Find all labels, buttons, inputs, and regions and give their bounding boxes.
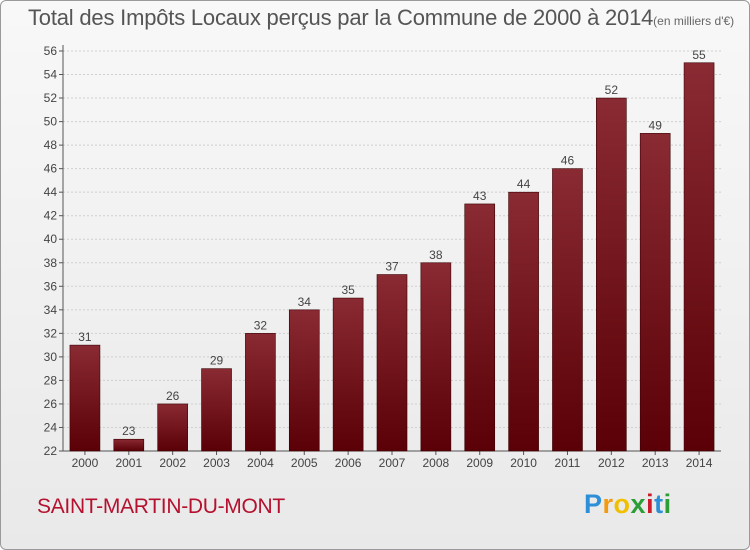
x-tick-label-2009: 2009 [466, 456, 493, 470]
data-label-2010: 44 [517, 177, 531, 191]
logo-letter: x [630, 489, 647, 519]
bar-2000 [69, 344, 101, 452]
data-label-2008: 38 [429, 248, 443, 262]
bar-2003 [201, 368, 232, 452]
bar-2006 [332, 297, 364, 452]
bar-2005 [288, 309, 320, 452]
y-tick-label: 56 [44, 44, 58, 58]
data-label-2001: 23 [122, 424, 136, 438]
x-tick-label-2007: 2007 [379, 456, 406, 470]
logo-letter: t [654, 489, 664, 519]
y-tick-label: 46 [44, 162, 58, 176]
commune-name: SAINT-MARTIN-DU-MONT [37, 495, 285, 518]
y-tick-label: 44 [44, 185, 58, 199]
bar-2009 [464, 203, 496, 452]
y-tick-label: 36 [44, 279, 58, 293]
chart-title-row: Total des Impôts Locaux perçus par la Co… [28, 5, 734, 31]
y-tick-label: 24 [44, 420, 58, 434]
x-tick-label-2010: 2010 [510, 456, 537, 470]
y-tick-label: 42 [44, 209, 58, 223]
x-tick-label-2008: 2008 [423, 456, 450, 470]
x-tick-label-2011: 2011 [555, 456, 581, 470]
y-tick-label: 22 [44, 444, 58, 458]
bar-2012 [596, 97, 627, 452]
x-tick-label-2002: 2002 [159, 456, 186, 470]
bar-2013 [639, 133, 671, 452]
data-label-2011: 46 [561, 154, 575, 168]
data-label-2003: 29 [210, 354, 224, 368]
y-tick-label: 54 [44, 68, 58, 82]
data-label-2002: 26 [166, 389, 180, 403]
logo-letter: i [646, 489, 655, 519]
data-label-2012: 52 [605, 83, 619, 97]
y-tick-label: 32 [44, 326, 58, 340]
bar-2004 [245, 333, 276, 452]
logo-letter: o [613, 489, 631, 519]
bars [69, 62, 715, 452]
x-tick-label-2012: 2012 [598, 456, 625, 470]
x-tick-label-2014: 2014 [686, 456, 713, 470]
x-tick-label-2006: 2006 [335, 456, 362, 470]
y-tick-label: 52 [44, 91, 58, 105]
bar-2001 [113, 438, 145, 452]
bar-2007 [376, 274, 408, 452]
x-tick-label-2004: 2004 [247, 456, 274, 470]
bar-2014 [683, 62, 715, 452]
data-label-2013: 49 [649, 118, 663, 132]
chart-unit: (en milliers d'€) [653, 14, 735, 28]
data-label-2007: 37 [385, 260, 399, 274]
data-label-2006: 35 [341, 283, 355, 297]
logo-letter: r [602, 489, 614, 519]
bar-2011 [552, 168, 583, 452]
data-label-2009: 43 [473, 189, 487, 203]
x-tick-label-2003: 2003 [203, 456, 230, 470]
data-label-2004: 32 [254, 318, 268, 332]
labels: 22 24 26 28 30 32 34 36 38 40 42 44 46 48 50 52 54 56 31 20… [44, 44, 713, 470]
y-tick-label: 50 [44, 115, 58, 129]
data-label-2005: 34 [298, 295, 312, 309]
y-tick-label: 48 [44, 138, 58, 152]
x-tick-label-2005: 2005 [291, 456, 318, 470]
data-label-2000: 31 [78, 330, 92, 344]
x-tick-label-2000: 2000 [72, 456, 99, 470]
x-tick-label-2001: 2001 [115, 456, 142, 470]
y-tick-label: 30 [44, 350, 58, 364]
y-tick-label: 26 [44, 397, 58, 411]
bar-2010 [508, 191, 539, 452]
y-tick-label: 38 [44, 256, 58, 270]
y-tick-label: 28 [44, 373, 58, 387]
logo-letter: P [584, 489, 603, 519]
bar-2002 [157, 403, 188, 452]
bar-2008 [420, 262, 452, 452]
x-tick-label-2013: 2013 [642, 456, 669, 470]
logo-letter: i [663, 489, 672, 519]
y-tick-label: 34 [44, 303, 58, 317]
chart-title: Total des Impôts Locaux perçus par la Co… [28, 5, 654, 30]
proxiti-logo: Proxiti [584, 489, 672, 520]
data-label-2014: 55 [692, 48, 706, 62]
y-tick-label: 40 [44, 232, 58, 246]
